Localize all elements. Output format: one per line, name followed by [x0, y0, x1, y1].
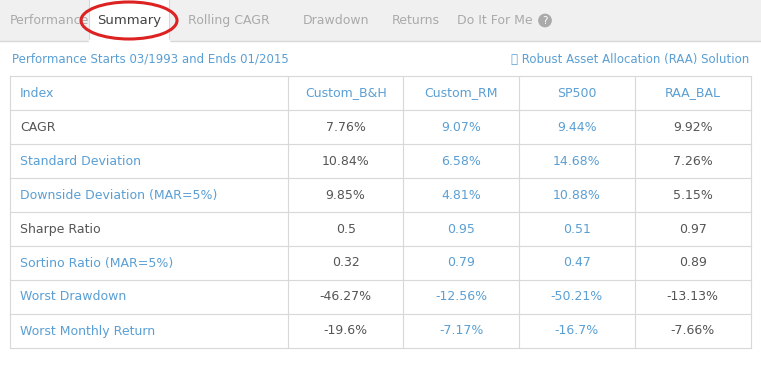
Bar [10, 178, 751, 212]
Bar [10, 280, 751, 314]
Text: -7.66%: -7.66% [670, 324, 715, 338]
Text: Drawdown: Drawdown [303, 14, 369, 27]
Bar [10, 212, 751, 246]
Text: CAGR: CAGR [20, 121, 56, 133]
Bar [10, 314, 751, 348]
Text: SP500: SP500 [557, 86, 597, 100]
Text: Summary: Summary [97, 14, 161, 27]
Text: -13.13%: -13.13% [667, 291, 719, 303]
Text: 7.26%: 7.26% [673, 154, 713, 168]
Text: Sortino Ratio (MAR=5%): Sortino Ratio (MAR=5%) [20, 256, 174, 270]
Text: Standard Deviation: Standard Deviation [20, 154, 141, 168]
Text: Downside Deviation (MAR=5%): Downside Deviation (MAR=5%) [20, 189, 218, 202]
Text: 10.84%: 10.84% [322, 154, 370, 168]
Text: 0.5: 0.5 [336, 223, 355, 235]
Text: RAA_BAL: RAA_BAL [665, 86, 721, 100]
Text: Rolling CAGR: Rolling CAGR [188, 14, 270, 27]
Text: -16.7%: -16.7% [555, 324, 599, 338]
Text: 14.68%: 14.68% [553, 154, 600, 168]
Text: Index: Index [20, 86, 54, 100]
Text: -19.6%: -19.6% [323, 324, 368, 338]
Bar [10, 246, 751, 280]
Bar [89, 0, 169, 40]
Text: 0.79: 0.79 [447, 256, 475, 270]
Text: 0.32: 0.32 [332, 256, 359, 270]
Text: 5.15%: 5.15% [673, 189, 713, 202]
Text: -7.17%: -7.17% [439, 324, 483, 338]
Text: Worst Drawdown: Worst Drawdown [20, 291, 126, 303]
Text: 0.95: 0.95 [447, 223, 475, 235]
Text: 10.88%: 10.88% [553, 189, 600, 202]
Text: 0.97: 0.97 [679, 223, 707, 235]
Text: Do It For Me: Do It For Me [457, 14, 532, 27]
Text: 6.58%: 6.58% [441, 154, 481, 168]
Text: Sharpe Ratio: Sharpe Ratio [20, 223, 100, 235]
Text: Performance: Performance [10, 14, 89, 27]
Text: Performance Starts 03/1993 and Ends 01/2015: Performance Starts 03/1993 and Ends 01/2… [12, 53, 288, 65]
Text: Custom_B&H: Custom_B&H [305, 86, 387, 100]
Bar [10, 76, 751, 110]
Text: 4.81%: 4.81% [441, 189, 481, 202]
Text: 9.85%: 9.85% [326, 189, 365, 202]
Text: 7.76%: 7.76% [326, 121, 365, 133]
Text: 0.47: 0.47 [563, 256, 591, 270]
Text: 0.51: 0.51 [563, 223, 591, 235]
Text: -46.27%: -46.27% [320, 291, 371, 303]
Text: 9.44%: 9.44% [557, 121, 597, 133]
Bar [10, 110, 751, 144]
Text: Custom_RM: Custom_RM [425, 86, 498, 100]
Text: 9.07%: 9.07% [441, 121, 481, 133]
Text: ⛟ Robust Asset Allocation (RAA) Solution: ⛟ Robust Asset Allocation (RAA) Solution [511, 53, 749, 65]
Text: ?: ? [543, 16, 548, 26]
Text: -50.21%: -50.21% [551, 291, 603, 303]
Bar [0, 0, 761, 41]
Text: 0.89: 0.89 [679, 256, 707, 270]
Text: 9.92%: 9.92% [673, 121, 712, 133]
Text: -12.56%: -12.56% [435, 291, 487, 303]
Text: Returns: Returns [392, 14, 440, 27]
Bar [10, 144, 751, 178]
Text: Worst Monthly Return: Worst Monthly Return [20, 324, 155, 338]
